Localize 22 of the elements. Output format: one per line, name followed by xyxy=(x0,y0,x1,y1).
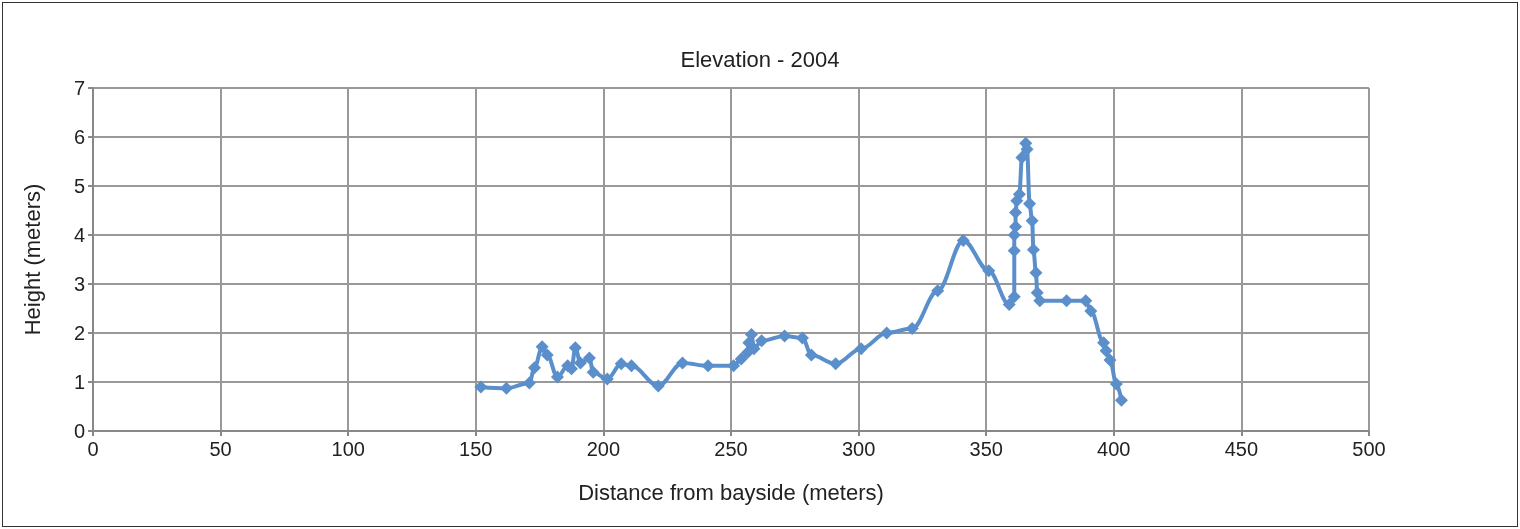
x-tick-label: 350 xyxy=(969,438,1003,460)
x-tick-label: 500 xyxy=(1352,438,1386,460)
y-tick-label: 7 xyxy=(73,77,85,99)
x-tick-label: 50 xyxy=(209,438,232,460)
y-tick-label: 4 xyxy=(73,224,85,246)
x-axis-title: Distance from bayside (meters) xyxy=(578,479,884,505)
x-tick-label: 0 xyxy=(87,438,99,460)
y-tick-label: 2 xyxy=(73,322,85,344)
y-tick-label: 1 xyxy=(73,371,85,393)
x-tick-label: 300 xyxy=(841,438,876,460)
y-tick-label: 6 xyxy=(73,126,85,148)
y-axis-title: Height (meters) xyxy=(19,183,45,336)
x-tick-label: 150 xyxy=(459,438,493,460)
y-tick-label: 5 xyxy=(73,175,85,197)
chart-title: Elevation - 2004 xyxy=(680,46,840,72)
x-tick-label: 250 xyxy=(714,438,748,460)
x-tick-label: 200 xyxy=(586,438,621,460)
y-tick-label: 0 xyxy=(73,420,85,442)
x-tick-label: 400 xyxy=(1097,438,1131,460)
y-tick-label: 3 xyxy=(73,273,85,295)
x-tick-label: 100 xyxy=(331,438,365,460)
x-tick-label: 450 xyxy=(1224,438,1259,460)
